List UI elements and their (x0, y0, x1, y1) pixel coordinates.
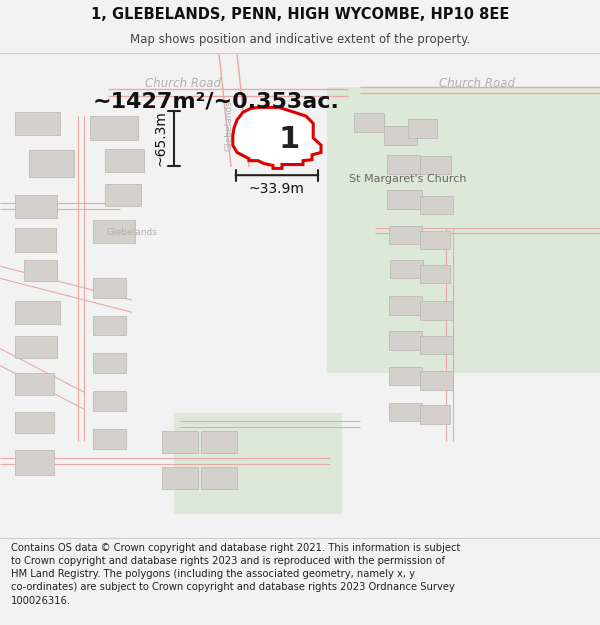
Bar (90, 116, 138, 140)
Bar (93, 220, 135, 243)
Bar (389, 226, 422, 244)
Bar (93, 278, 126, 298)
Bar (93, 354, 126, 372)
Bar (15, 229, 56, 252)
Text: ~1427m²/~0.353ac.: ~1427m²/~0.353ac. (93, 91, 340, 111)
Bar (15, 301, 60, 324)
Bar (15, 194, 57, 218)
Bar (420, 265, 450, 283)
Bar (389, 403, 422, 421)
Text: ~65.3m: ~65.3m (154, 111, 168, 166)
Bar (384, 126, 417, 145)
Text: 1, GLEBELANDS, PENN, HIGH WYCOMBE, HP10 8EE: 1, GLEBELANDS, PENN, HIGH WYCOMBE, HP10 … (91, 8, 509, 22)
Polygon shape (233, 107, 321, 168)
Bar (408, 119, 437, 138)
Bar (93, 391, 126, 411)
Bar (389, 296, 422, 315)
Bar (201, 468, 237, 489)
Bar (24, 261, 57, 281)
Bar (162, 468, 198, 489)
Bar (420, 336, 453, 354)
Bar (105, 149, 144, 172)
Text: ~33.9m: ~33.9m (249, 182, 305, 196)
Bar (390, 260, 423, 278)
Bar (420, 156, 451, 174)
Text: St Margaret's Church: St Margaret's Church (349, 174, 467, 184)
Bar (201, 431, 237, 452)
Bar (162, 431, 198, 452)
Text: Glebelands: Glebelands (225, 101, 234, 151)
Bar (387, 155, 420, 174)
Bar (387, 190, 422, 209)
Text: Map shows position and indicative extent of the property.: Map shows position and indicative extent… (130, 33, 470, 46)
Bar (420, 371, 453, 390)
Bar (420, 231, 450, 249)
Bar (354, 113, 384, 132)
Text: Church Road: Church Road (145, 77, 221, 89)
Bar (15, 372, 54, 394)
Bar (389, 331, 422, 349)
Bar (105, 184, 141, 206)
Bar (389, 366, 422, 385)
Bar (420, 405, 450, 424)
Bar (15, 336, 57, 358)
Bar (327, 87, 600, 372)
Bar (15, 411, 54, 433)
Bar (15, 112, 60, 136)
Bar (420, 301, 453, 319)
Text: Church Road: Church Road (439, 77, 515, 89)
Text: 1: 1 (278, 125, 300, 154)
Bar (29, 150, 74, 177)
Text: Contains OS data © Crown copyright and database right 2021. This information is : Contains OS data © Crown copyright and d… (11, 542, 460, 606)
Bar (15, 450, 54, 474)
Text: Glebelands: Glebelands (107, 228, 157, 237)
Bar (420, 196, 453, 214)
Bar (93, 429, 126, 449)
Bar (174, 412, 342, 514)
Bar (93, 316, 126, 335)
